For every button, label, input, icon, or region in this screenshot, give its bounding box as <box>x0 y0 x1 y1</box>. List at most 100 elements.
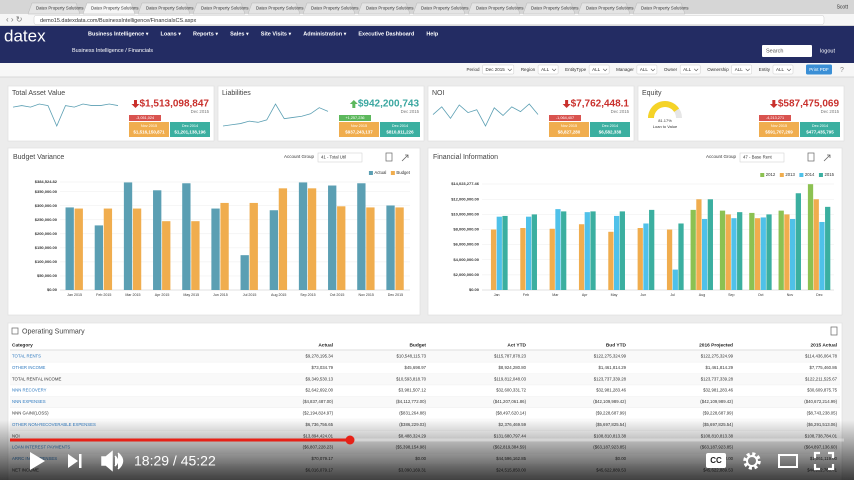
bar <box>520 228 526 290</box>
row-category[interactable]: NNN EXPENSES <box>12 399 46 404</box>
tab-title: Datex Property Solutions <box>531 6 579 11</box>
nav-item[interactable]: Business Intelligence ▾ <box>88 31 149 37</box>
filter-label: Manager <box>616 67 634 72</box>
comparison-box <box>800 122 840 137</box>
nav-item[interactable]: Loans ▾ <box>161 31 182 37</box>
play-button[interactable] <box>30 452 45 470</box>
browser-tab[interactable] <box>632 2 686 15</box>
cell-value: $114,436,064.78 <box>805 354 838 359</box>
browser-tab[interactable] <box>302 2 356 15</box>
nav-item[interactable]: Help <box>426 31 439 37</box>
settings-button[interactable] <box>743 452 761 470</box>
logout-link[interactable]: logout <box>820 49 835 55</box>
control-select[interactable] <box>739 152 785 163</box>
row-stripe <box>10 373 840 385</box>
control-label: Account Group <box>284 154 315 159</box>
progress-played <box>10 438 350 442</box>
filter-label: Period <box>467 67 481 72</box>
x-tick-label: Mar 2015 <box>125 293 140 297</box>
column-header: Act YTD <box>507 342 526 348</box>
progress-handle[interactable] <box>345 435 355 445</box>
filter-value: ALL <box>592 67 601 72</box>
expand-icon[interactable] <box>401 154 409 162</box>
browser-tab[interactable] <box>192 2 246 15</box>
trend-arrow <box>131 100 140 108</box>
browser-tab[interactable] <box>27 2 81 15</box>
kpi-change: -1,064,407 <box>556 116 574 120</box>
volume-button[interactable] <box>101 450 124 472</box>
comparison-value: $1,201,138,196 <box>174 130 206 135</box>
column-header: Actual <box>318 342 333 348</box>
export-icon[interactable] <box>830 326 838 336</box>
x-tick-label: Mar <box>552 293 559 297</box>
trend-arrow <box>349 100 358 108</box>
browser-tab[interactable] <box>82 2 136 15</box>
nav-item[interactable]: Site Visits ▾ <box>261 31 292 37</box>
search-box[interactable] <box>762 45 812 57</box>
cc-button[interactable]: CC <box>706 453 726 468</box>
bar <box>328 185 337 290</box>
filter-select[interactable] <box>588 64 610 75</box>
progress-track[interactable] <box>10 438 844 442</box>
print-pdf-button[interactable] <box>806 64 832 75</box>
select-caret <box>693 68 699 72</box>
expand-icon[interactable] <box>823 154 831 162</box>
cell-value: $1,461,814.29 <box>706 365 734 370</box>
fullscreen-button[interactable] <box>813 451 835 471</box>
browser-tab[interactable] <box>247 2 301 15</box>
browser-tab[interactable] <box>357 2 411 15</box>
kpi-date: Dec 2015 <box>821 109 840 114</box>
filter-select[interactable] <box>482 64 515 75</box>
browser-tab[interactable] <box>467 2 521 15</box>
row-category[interactable]: NNN RECOVERY <box>12 388 47 393</box>
y-tick-label: $10,000,000.00 <box>451 211 480 216</box>
theater-button[interactable] <box>778 454 798 468</box>
column-header: 2015 Actual <box>811 342 838 348</box>
legend-swatch <box>368 171 373 175</box>
row-category[interactable]: TOTAL RENTS <box>12 354 41 359</box>
logo[interactable]: datex <box>4 26 46 45</box>
pdf-icon[interactable] <box>385 152 393 162</box>
browser-tab[interactable] <box>522 2 576 15</box>
filter-select[interactable] <box>636 64 658 75</box>
select-caret <box>551 68 557 72</box>
legend-label: 2015 <box>824 172 834 177</box>
kpi-date: Dec 2015 <box>191 109 210 114</box>
filter-select[interactable] <box>772 64 794 75</box>
table-icon <box>11 327 19 335</box>
filter-select[interactable] <box>679 64 701 75</box>
comparison-box <box>129 122 169 137</box>
nav-arrows[interactable]: ‹ › ↻ <box>6 15 22 24</box>
y-tick-label: $384,524.82 <box>35 179 58 184</box>
comparison-value: $8,827,280 <box>558 130 581 135</box>
cell-value: $2,642,692.00 <box>306 388 334 393</box>
cc-icon: CC <box>710 456 722 465</box>
help-icon[interactable]: ? <box>840 67 844 74</box>
nav-item[interactable]: Executive Dashboard <box>358 31 414 37</box>
sparkline <box>222 103 329 127</box>
nav-item[interactable]: Sales ▾ <box>230 31 249 37</box>
filter-select[interactable] <box>537 64 559 75</box>
browser-tab[interactable] <box>137 2 191 15</box>
select-caret <box>507 68 513 72</box>
row-category[interactable]: OTHER INCOME <box>12 365 46 370</box>
comparison-box <box>170 122 210 137</box>
filter-value: ALL <box>735 67 744 72</box>
next-button[interactable] <box>68 454 82 468</box>
x-tick-label: Dec 2015 <box>388 293 403 297</box>
bar <box>707 199 713 290</box>
bar <box>366 207 375 290</box>
nav-item[interactable]: Reports ▾ <box>193 31 218 37</box>
filter-select[interactable] <box>731 64 752 75</box>
pdf-icon[interactable] <box>807 152 815 162</box>
x-tick-label: Nov 2015 <box>359 293 374 297</box>
nav-item[interactable]: Administration ▾ <box>303 31 346 37</box>
gauge-label: 81.17% <box>658 118 672 123</box>
control-select[interactable] <box>317 152 363 163</box>
address-bar[interactable] <box>33 15 825 25</box>
browser-tab[interactable] <box>412 2 466 15</box>
browser-tab[interactable] <box>577 2 631 15</box>
comparison-box <box>590 122 630 137</box>
